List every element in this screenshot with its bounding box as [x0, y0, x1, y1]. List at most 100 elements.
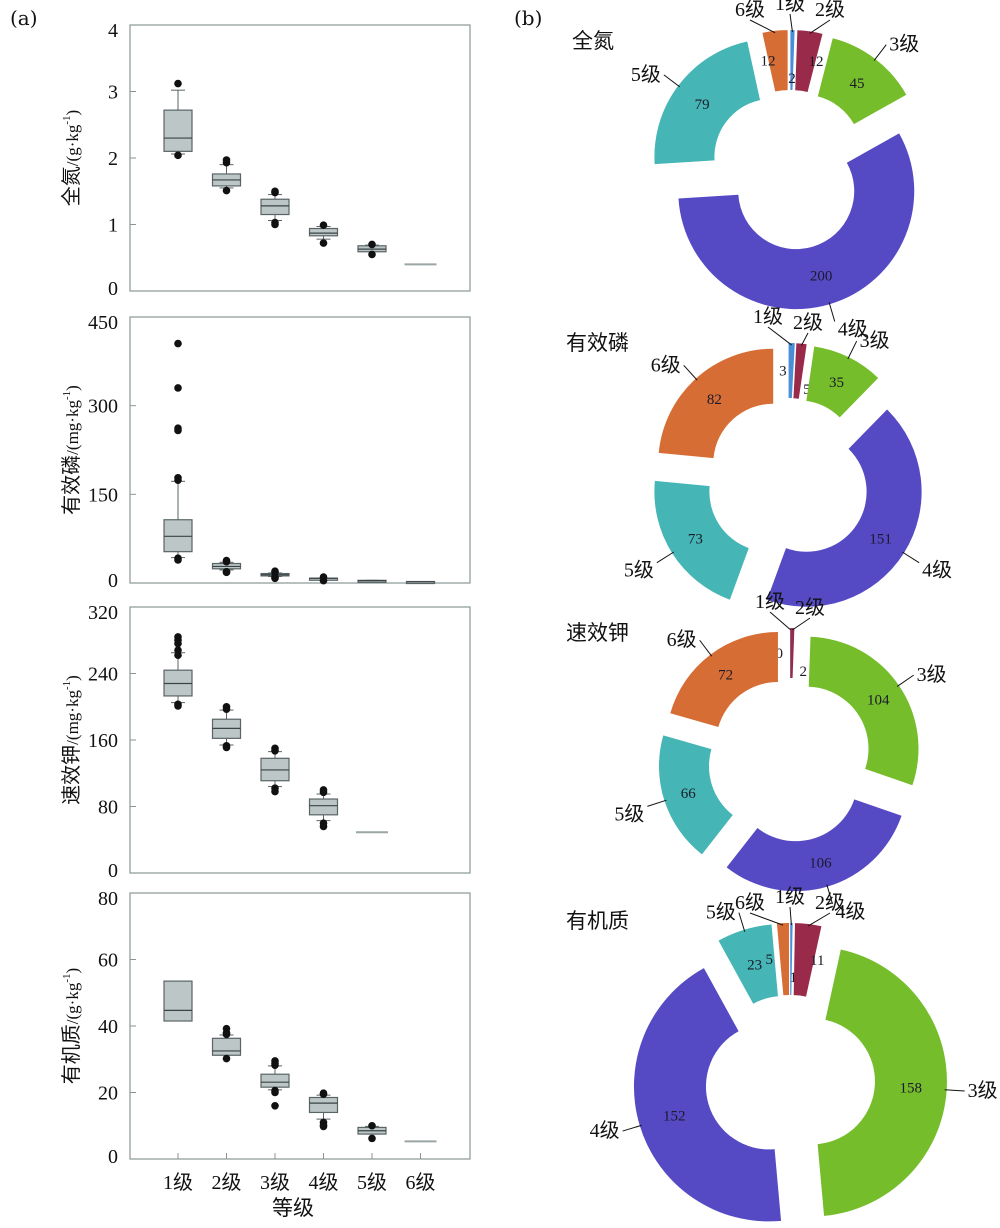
- donut-slice-4级: 200 4级: [678, 133, 915, 341]
- y-tick-label: 160: [88, 730, 118, 752]
- box-iqr: [308, 798, 339, 816]
- donut-title: 全氮: [572, 29, 614, 53]
- leader-line: [828, 302, 836, 322]
- box-ap-3: [260, 567, 290, 583]
- slice-value-label: 73: [688, 531, 703, 547]
- slice-value-label: 66: [681, 786, 697, 802]
- y-axis-label: 速效钾/(mg·kg-1): [60, 675, 83, 805]
- box-panel-ak: 0 80 160 240 320 速效钾/(mg·kg-1): [60, 602, 471, 882]
- slice-value-label: 151: [869, 531, 892, 547]
- donut-slice-5级: 66 5级: [614, 735, 733, 855]
- donut-slice-4级: 106 4级: [726, 799, 902, 923]
- slice-arc: [817, 38, 907, 125]
- x-tick-label: 4级: [309, 1171, 339, 1194]
- box-iqr: [163, 109, 193, 152]
- outlier-point: [271, 574, 279, 583]
- plot-frame: [129, 892, 471, 1160]
- box-ak-4: [308, 786, 339, 831]
- outlier-point: [319, 576, 328, 585]
- slice-category-label: 6级: [735, 891, 765, 914]
- donut-slice-2级: 2 2级: [790, 596, 825, 680]
- y-label-sup: -1: [61, 115, 73, 124]
- box-om-2: [211, 1024, 242, 1063]
- plot-frame: [129, 24, 471, 292]
- y-tick-label: 0: [108, 570, 118, 592]
- leader-line: [749, 912, 784, 926]
- leader-line: [792, 617, 811, 631]
- box-om-4: [308, 1089, 339, 1131]
- leader-line: [896, 674, 914, 687]
- y-label-name: 有机质: [60, 1024, 83, 1084]
- leader-line: [699, 639, 713, 657]
- box-iqr: [260, 198, 290, 216]
- slice-arc: [658, 735, 733, 855]
- slice-value-label: 12: [808, 54, 823, 70]
- y-tick-label: 0: [108, 1146, 118, 1168]
- y-tick-label: 240: [88, 664, 118, 686]
- outlier-point: [222, 1054, 231, 1063]
- x-tick-label: 6级: [406, 1171, 436, 1194]
- y-tick-label: 150: [88, 484, 118, 506]
- donut-slice-1级: 3 1级: [753, 305, 795, 399]
- y-tick-label: 4: [108, 20, 118, 42]
- slice-arc: [762, 30, 788, 92]
- leader-line: [647, 799, 667, 807]
- y-tick-label: 40: [98, 1016, 118, 1038]
- box-ak-3: [260, 744, 290, 796]
- outlier-point: [368, 250, 376, 259]
- y-label-close: ): [63, 110, 82, 116]
- slice-category-label: 4级: [835, 900, 865, 923]
- y-tick-label: 20: [98, 1083, 118, 1105]
- slice-arc: [776, 923, 790, 996]
- outlier-point: [319, 822, 328, 831]
- y-tick-label: 320: [88, 602, 118, 624]
- outlier-point: [174, 476, 182, 484]
- y-tick-label: 1: [108, 215, 118, 237]
- donut-slice-2级: 11 2级: [793, 891, 845, 997]
- donut-slice-6级: 12 6级: [735, 0, 788, 92]
- slice-category-label: 3级: [889, 33, 919, 56]
- donut-title: 有效磷: [566, 331, 629, 355]
- slice-value-label: 3: [779, 364, 787, 380]
- slice-category-label: 6级: [667, 628, 697, 651]
- slice-arc: [788, 343, 795, 399]
- y-axis-label: 有效磷/(mg·kg-1): [60, 385, 83, 515]
- slice-category-label: 2级: [815, 0, 845, 21]
- slice-category-label: 6级: [651, 353, 681, 376]
- box-tn-1: [163, 79, 193, 160]
- leader-line: [622, 1124, 642, 1132]
- outlier-point: [368, 240, 376, 249]
- slice-arc: [670, 632, 778, 728]
- slice-arc: [790, 923, 793, 996]
- outlier-point: [319, 1122, 328, 1131]
- slice-arc: [795, 30, 823, 93]
- slice-category-label: 5级: [631, 63, 661, 86]
- y-label-sup: -1: [61, 973, 73, 982]
- slice-arc: [817, 949, 947, 1216]
- slice-arc: [808, 636, 919, 786]
- x-tick-label: 5级: [357, 1171, 387, 1194]
- outlier-point: [222, 156, 231, 164]
- y-axis-label: 有机质/(g·kg-1): [60, 968, 83, 1084]
- y-axis-label: 全氮/(g·kg-1): [60, 110, 83, 206]
- box-ap-6: [405, 580, 436, 585]
- outlier-point: [319, 1090, 328, 1098]
- donut-slice-3级: 45 3级: [817, 33, 919, 125]
- y-tick-label: 300: [88, 396, 118, 418]
- x-axis-label: 等级: [272, 1196, 314, 1220]
- y-tick-label: 0: [108, 278, 118, 300]
- outlier-point: [174, 702, 182, 710]
- y-label-unit: /(g·kg: [63, 124, 82, 166]
- donut-slice-6级: 82 6级: [651, 348, 774, 459]
- leader-line: [807, 912, 831, 927]
- slice-category-label: 3级: [968, 1079, 998, 1102]
- slice-category-label: 6级: [735, 0, 765, 21]
- slice-value-label: 45: [850, 76, 865, 92]
- y-label-close: ): [63, 675, 82, 681]
- slice-category-label: 5级: [624, 559, 654, 582]
- box-ak-1: [163, 633, 193, 710]
- slice-category-label: 1级: [775, 0, 805, 15]
- y-label-unit: /(mg·kg: [63, 690, 82, 745]
